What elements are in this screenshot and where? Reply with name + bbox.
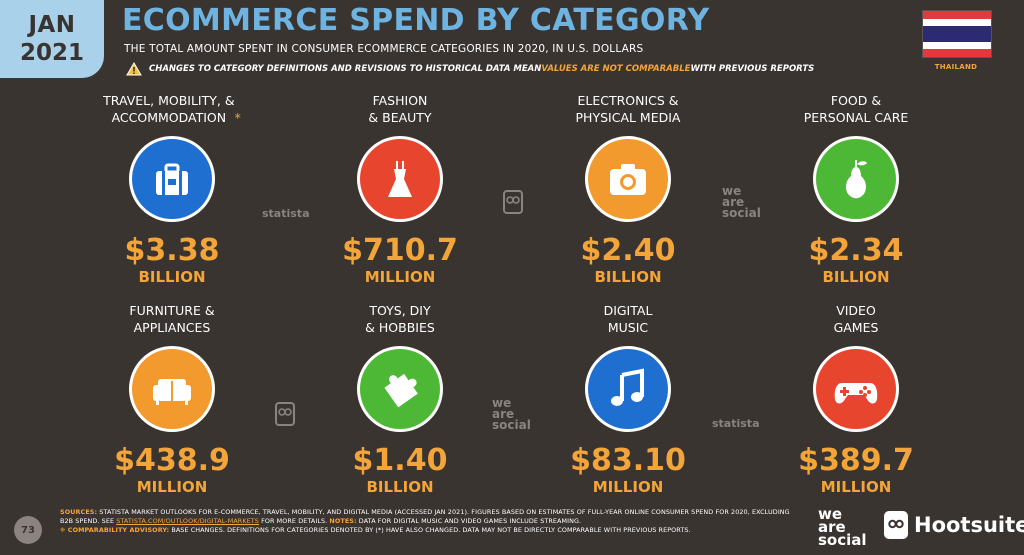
category-label: TRAVEL, MOBILITY, & ACCOMMODATION *: [103, 93, 241, 125]
category-value: $710.7: [342, 233, 458, 268]
advisory-text: BASE CHANGES. DEFINITIONS FOR CATEGORIES…: [169, 526, 691, 534]
we-are-social-watermark: we are social: [492, 396, 531, 432]
advisory-label: ❈ COMPARABILITY ADVISORY:: [60, 526, 170, 534]
sources-text: STATISTA MARKET OUTLOOKS FOR E-COMMERCE,…: [60, 508, 790, 525]
date-month: JAN: [28, 11, 76, 38]
category-unit: MILLION: [820, 478, 892, 496]
category-value: $2.34: [808, 233, 904, 268]
notes-label: NOTES:: [329, 517, 357, 525]
sources-label: SOURCES:: [60, 508, 98, 516]
category-icon-circle: [129, 346, 215, 432]
category-icon-circle: [357, 136, 443, 222]
dress-icon: [388, 161, 412, 197]
music-note-icon: [611, 368, 644, 406]
category-value: $1.40: [352, 443, 448, 478]
notes-text: DATA FOR DIGITAL MUSIC AND VIDEO GAMES I…: [356, 517, 582, 525]
category-label: FOOD & PERSONAL CARE: [803, 93, 909, 125]
category-label: FURNITURE & APPLIANCES: [129, 303, 215, 335]
hootsuite-owl-watermark-icon: [503, 190, 523, 214]
luggage-icon: [156, 163, 188, 195]
category-value: $83.10: [570, 443, 686, 478]
pear-icon: [845, 160, 867, 199]
camera-icon: [610, 164, 646, 195]
gamepad-icon: [834, 383, 878, 404]
page-number: 73: [14, 516, 42, 544]
category-asterisk: *: [234, 110, 241, 125]
category-item: ELECTRONICS & PHYSICAL MEDIA $2.40 BILLION: [528, 90, 728, 285]
category-unit: BILLION: [366, 478, 434, 496]
category-label: FASHION & BEAUTY: [368, 93, 432, 125]
category-value: $438.9: [114, 443, 230, 478]
category-label: VIDEO GAMES: [833, 303, 879, 335]
category-item: FASHION & BEAUTY $710.7 MILLION: [300, 90, 500, 285]
category-unit: MILLION: [364, 268, 436, 286]
sources-text-2: FOR MORE DETAILS.: [258, 517, 330, 525]
category-value: $389.7: [798, 443, 914, 478]
footer-notes: SOURCES: STATISTA MARKET OUTLOOKS FOR E-…: [60, 508, 800, 535]
category-unit: BILLION: [594, 268, 662, 286]
date-year: 2021: [19, 39, 84, 66]
warning-text-pre: CHANGES TO CATEGORY DEFINITIONS AND REVI…: [149, 64, 542, 74]
comparability-warning: CHANGES TO CATEGORY DEFINITIONS AND REVI…: [126, 62, 814, 76]
category-item: FOOD & PERSONAL CARE $2.34 BILLION: [756, 90, 956, 285]
category-unit: BILLION: [138, 268, 206, 286]
we-are-social-logo: we are social: [818, 505, 867, 549]
category-unit: MILLION: [136, 478, 208, 496]
category-value: $3.38: [124, 233, 220, 268]
category-item: DIGITAL MUSIC $83.10 MILLION: [528, 300, 728, 495]
category-icon-circle: [585, 136, 671, 222]
hootsuite-owl-watermark-icon: [275, 402, 295, 426]
category-label: DIGITAL MUSIC: [603, 303, 653, 335]
category-icon-circle: [129, 136, 215, 222]
category-item: TOYS, DIY & HOBBIES $1.40 BILLION: [300, 300, 500, 495]
hootsuite-owl-icon: [884, 511, 908, 539]
date-badge: JAN 2021: [0, 0, 104, 78]
category-item: TRAVEL, MOBILITY, & ACCOMMODATION * $3.38 B…: [72, 90, 272, 285]
category-icon-circle: [357, 346, 443, 432]
category-icon-circle: [813, 346, 899, 432]
hootsuite-logo: Hootsuite: [884, 511, 1024, 539]
puzzle-icon: [384, 373, 418, 408]
category-label: TOYS, DIY & HOBBIES: [365, 303, 435, 335]
thailand-flag-icon: [922, 10, 992, 58]
warning-text-post: WITH PREVIOUS REPORTS: [690, 64, 815, 74]
sources-link[interactable]: STATISTA.COM/OUTLOOK/DIGITAL-MARKETS: [116, 517, 259, 525]
warning-text-highlight: VALUES ARE NOT COMPARABLE: [541, 64, 691, 74]
category-unit: BILLION: [822, 268, 890, 286]
category-item: VIDEO GAMES $389.7 MILLION: [756, 300, 956, 495]
category-icon-circle: [585, 346, 671, 432]
we-are-social-watermark: we are social: [722, 184, 761, 220]
page-subtitle: THE TOTAL AMOUNT SPENT IN CONSUMER ECOMM…: [124, 43, 644, 55]
statista-watermark: statista: [262, 207, 310, 220]
country-label: THAILAND: [934, 63, 978, 71]
sofa-icon: [153, 379, 191, 405]
statista-watermark: statista: [712, 417, 760, 430]
warning-icon: [126, 62, 142, 76]
category-unit: MILLION: [592, 478, 664, 496]
category-icon-circle: [813, 136, 899, 222]
category-value: $2.40: [580, 233, 676, 268]
page-title: ECOMMERCE SPEND BY CATEGORY: [122, 3, 710, 38]
category-label: ELECTRONICS & PHYSICAL MEDIA: [575, 93, 681, 125]
hootsuite-wordmark: Hootsuite: [914, 513, 1024, 537]
category-item: FURNITURE & APPLIANCES $438.9 MILLION: [72, 300, 272, 495]
